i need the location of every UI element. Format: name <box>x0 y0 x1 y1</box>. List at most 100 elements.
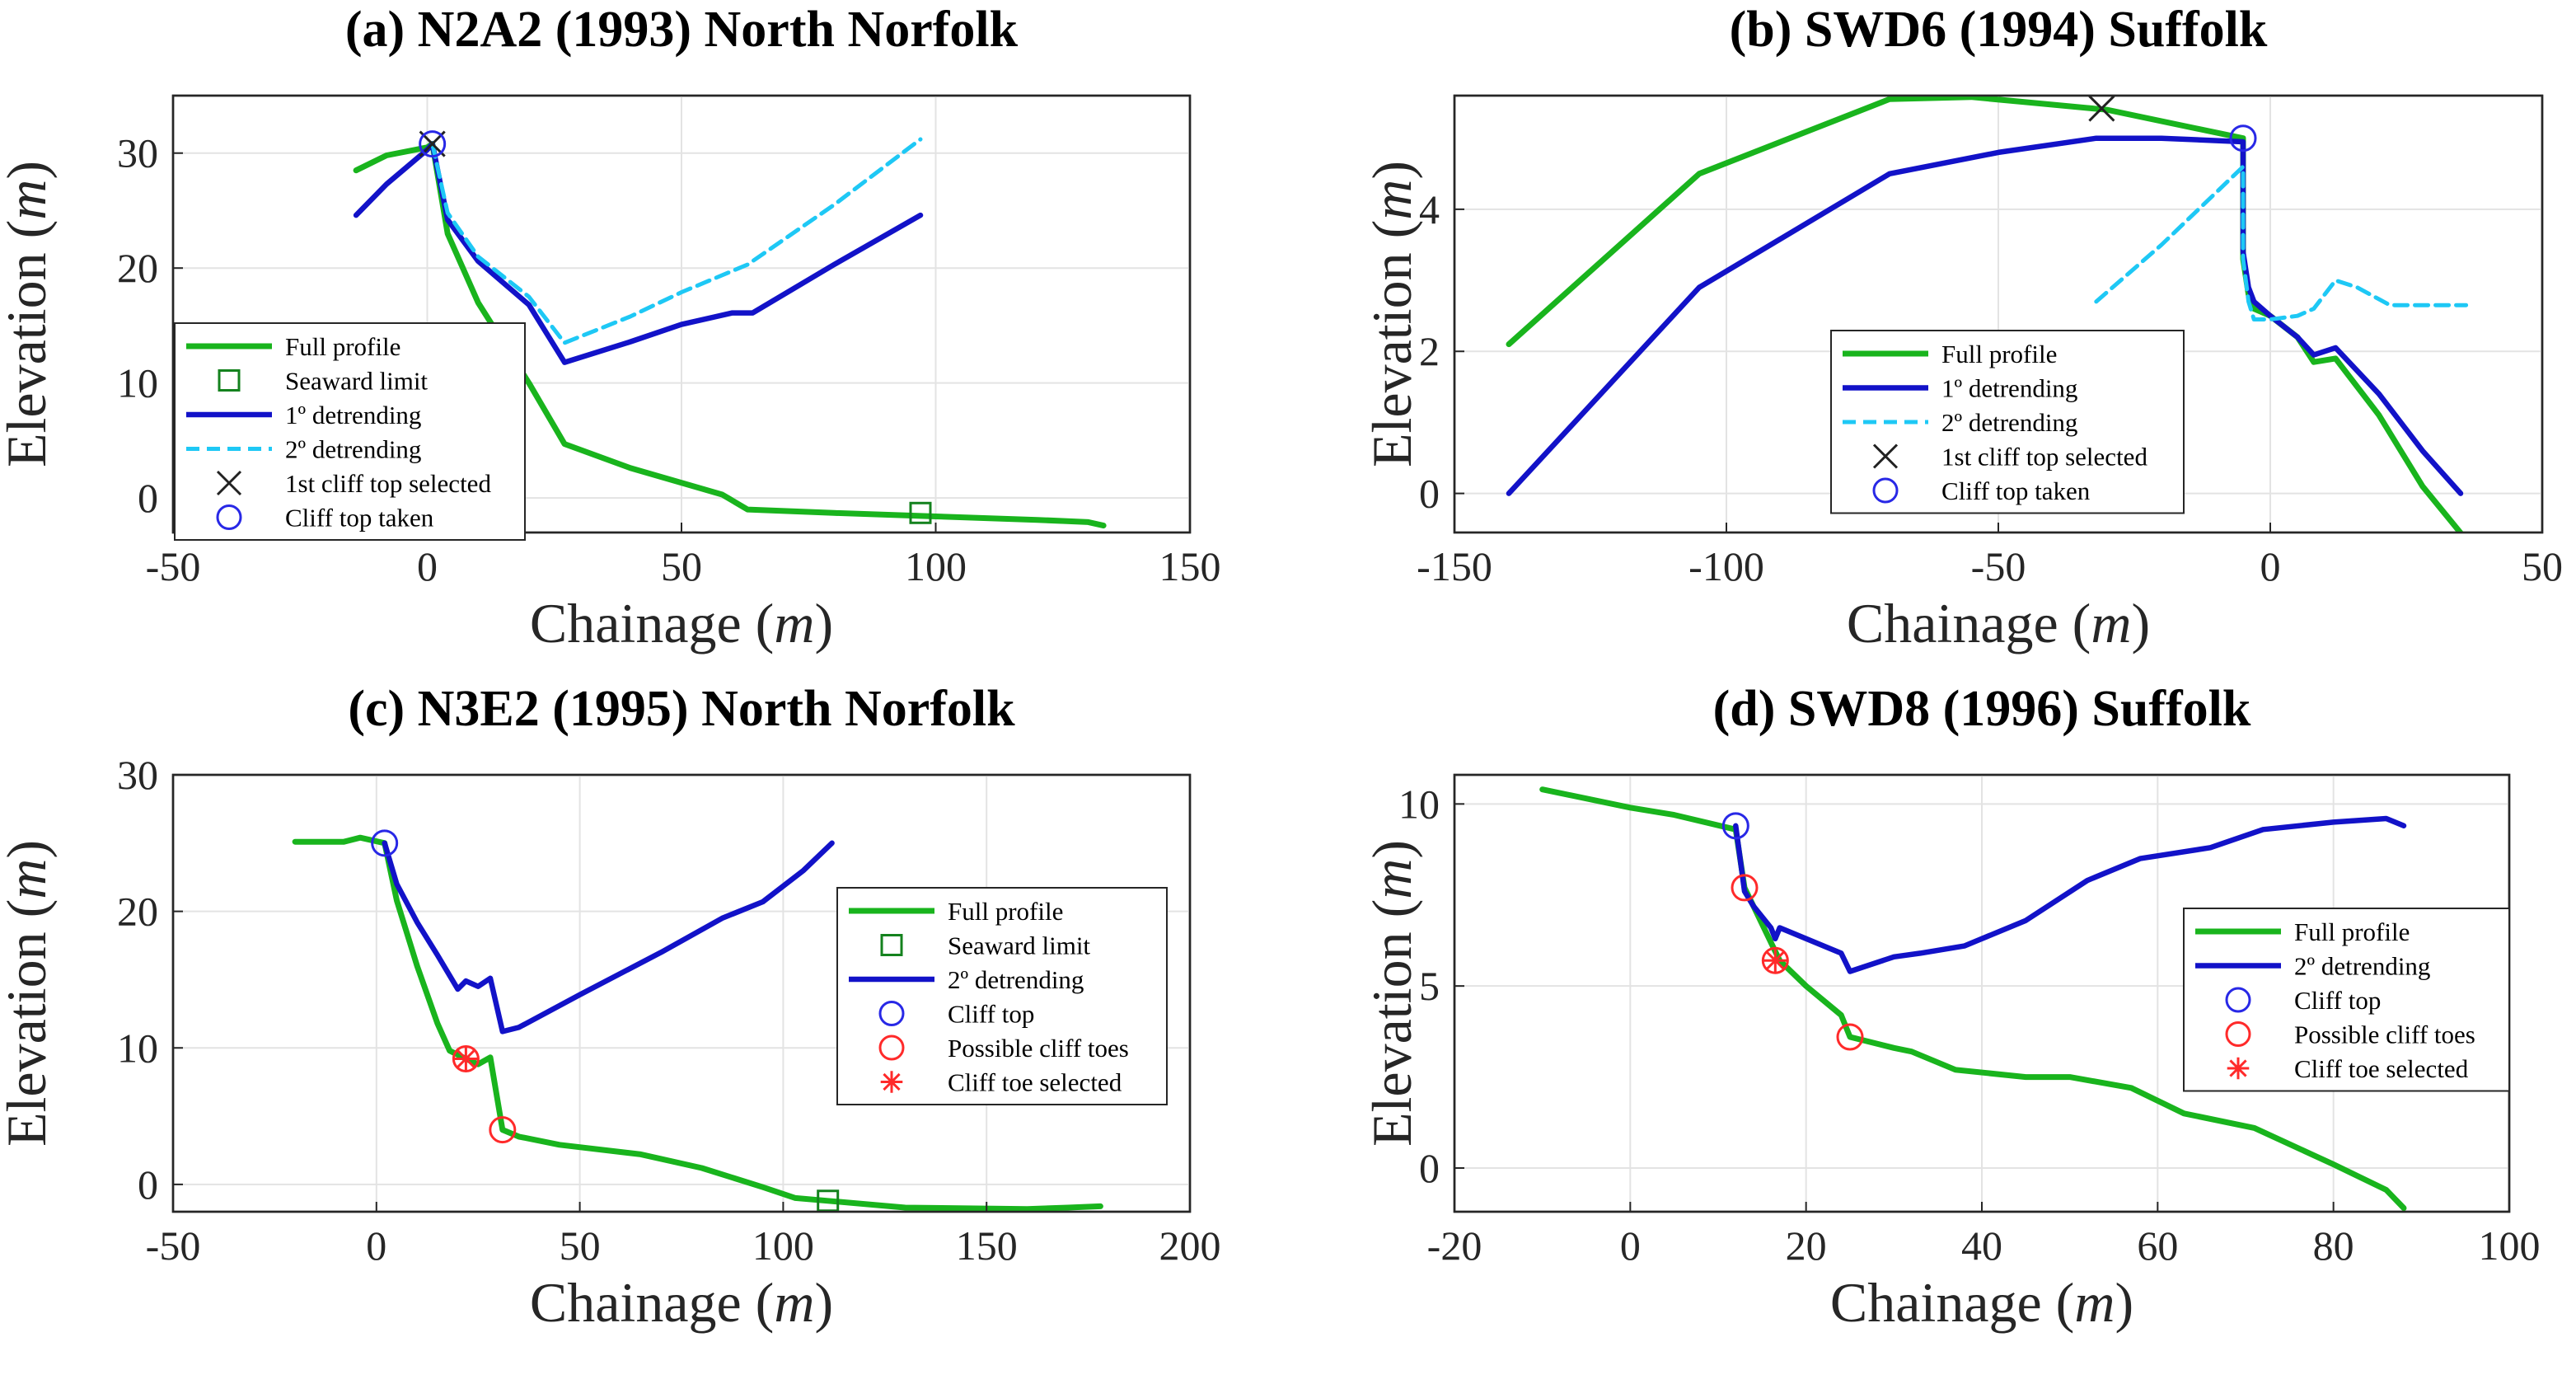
x-tick-label: 40 <box>1961 1222 2002 1269</box>
y-tick-label: 0 <box>1419 471 1440 517</box>
x-tick-label: -150 <box>1417 543 1492 589</box>
x-tick-label: 50 <box>661 543 702 589</box>
y-tick-label: 10 <box>1398 781 1440 827</box>
legend-entry: Full profile <box>849 897 1063 926</box>
legend-swatch-circle <box>2225 987 2251 1013</box>
legend: Full profile 2º detrending Cliff top Possib… <box>2183 908 2510 1092</box>
legend-entry: Cliff toe selected <box>880 1068 1122 1097</box>
legend-entry: 1º detrending <box>1843 374 2077 403</box>
legend-label: Cliff toe selected <box>948 1068 1122 1097</box>
legend-entry: Possible cliff toes <box>2225 1020 2475 1049</box>
legend-label: Possible cliff toes <box>948 1034 1129 1063</box>
y-axis-label: Elevation (m) <box>0 161 58 467</box>
chart-title: (d) SWD8 (1996) Suffolk <box>1713 681 2251 737</box>
series-line-2-detrending <box>382 840 835 1034</box>
marker-possible-cliff-toes <box>1836 1023 1864 1051</box>
y-tick-label: 4 <box>1419 186 1440 232</box>
y-tick-label: 30 <box>117 130 158 176</box>
legend-label: Cliff top <box>948 1000 1034 1029</box>
x-tick-label: 100 <box>752 1222 814 1269</box>
legend-entry: 1st cliff top selected <box>216 469 491 498</box>
legend-label: Full profile <box>285 332 400 361</box>
x-axis-label: Chainage (m) <box>530 592 833 654</box>
x-tick-label: 100 <box>2479 1222 2541 1269</box>
y-axis-label-unit: m <box>1361 859 1423 899</box>
legend-entry: Possible cliff toes <box>878 1034 1129 1063</box>
marker-1st-cliff-top-selected <box>2088 96 2115 122</box>
y-axis-label: Elevation (m) <box>1361 840 1423 1147</box>
panel-2: -150 -100 -50 0 50 0 2 4 (b) SWD6 (1994) Suffolk… <box>1361 2 2563 654</box>
x-tick-label: 100 <box>905 543 967 589</box>
x-tick-label: -50 <box>1971 543 2026 589</box>
y-tick-label: 20 <box>117 889 158 935</box>
marker-possible-cliff-toes <box>489 1116 517 1144</box>
x-axis-label-close: ) <box>814 1271 833 1334</box>
marker-possible-cliff-toes <box>1761 946 1789 974</box>
legend-entry: Full profile <box>186 332 400 361</box>
marker-cliff-top-taken <box>2229 124 2257 152</box>
x-axis-label-close: ) <box>814 592 833 654</box>
x-axis-label-unit: m <box>774 592 814 654</box>
x-tick-label: 80 <box>2313 1222 2354 1269</box>
y-tick-label: 10 <box>117 360 158 406</box>
legend-label: 1st cliff top selected <box>285 469 491 498</box>
y-axis-label-unit: m <box>1361 180 1423 220</box>
legend-label: 2º detrending <box>285 435 421 464</box>
legend-label: Full profile <box>948 897 1063 926</box>
legend-entry: 1º detrending <box>186 401 421 429</box>
panel-4: -20 0 20 40 60 80 100 0 5 10 (d) SWD8 (1996) Suffo… <box>1361 681 2541 1334</box>
legend-label: Cliff top <box>2294 986 2381 1015</box>
legend-label: 1st cliff top selected <box>1941 443 2147 471</box>
chart-title: (c) N3E2 (1995) North Norfolk <box>348 681 1015 737</box>
legend-entry: 2º detrending <box>849 965 1084 994</box>
legend-label: 2º detrending <box>2294 952 2430 981</box>
x-axis-label-close: ) <box>2131 592 2150 654</box>
marker-possible-cliff-toes <box>452 1045 480 1072</box>
legend-label: 2º detrending <box>948 965 1084 994</box>
y-axis-label-close: ) <box>0 161 58 180</box>
y-axis-label-close: ) <box>0 840 58 859</box>
marker-cliff-toe-selected <box>1763 949 1787 973</box>
legend-label: 1º detrending <box>285 401 421 429</box>
panel-3: -50 0 50 100 150 200 0 10 20 30 (c) N3E2 (1995) No… <box>0 681 1221 1334</box>
y-axis-label-name: Elevation ( <box>0 899 58 1147</box>
data-layer <box>1506 96 2469 532</box>
y-tick-label: 5 <box>1419 963 1440 1009</box>
x-tick-label: 20 <box>1786 1222 1827 1269</box>
x-tick-label: 0 <box>366 1222 386 1269</box>
x-tick-label: 50 <box>2522 543 2563 589</box>
x-tick-label: 200 <box>1159 1222 1221 1269</box>
y-tick-label: 20 <box>117 245 158 291</box>
panel-1: -50 0 50 100 150 0 10 20 30 (a) N2A2 (1993) North… <box>0 2 1221 654</box>
y-tick-label: 0 <box>138 1161 158 1208</box>
legend-box <box>174 322 526 541</box>
legend-swatch-square <box>880 934 903 956</box>
y-axis-label-unit: m <box>0 859 58 899</box>
legend-entry: Seaward limit <box>880 931 1090 960</box>
marker-cliff-top <box>1721 812 1749 840</box>
legend-entry: Seaward limit <box>218 367 428 396</box>
x-tick-label: 0 <box>417 543 438 589</box>
y-tick-label: 2 <box>1419 328 1440 374</box>
chart-title: (a) N2A2 (1993) North Norfolk <box>345 2 1019 58</box>
data-layer <box>1539 786 2407 1212</box>
x-tick-label: 50 <box>560 1222 601 1269</box>
legend-swatch-circle <box>216 504 242 530</box>
x-axis-label: Chainage (m) <box>530 1271 833 1334</box>
y-axis-label-name: Elevation ( <box>0 220 58 467</box>
legend-entry: 1st cliff top selected <box>1872 443 2147 471</box>
legend-swatch-square <box>218 369 241 392</box>
series-line-2-detrending <box>2094 164 2469 321</box>
legend-label: Cliff top taken <box>1941 476 2091 505</box>
legend-swatch-circle <box>2225 1021 2251 1047</box>
series-line-1-detrending <box>353 141 924 365</box>
x-axis-label-unit: m <box>2074 1271 2115 1334</box>
x-tick-label: 150 <box>1159 543 1221 589</box>
y-tick-label: 30 <box>117 752 158 798</box>
y-axis-label-close: ) <box>1361 161 1423 180</box>
y-axis-label: Elevation (m) <box>1361 161 1423 467</box>
x-axis-label-name: Chainage ( <box>530 592 774 654</box>
legend: Full profile Seaward limit 2º detrending Cl… <box>836 887 1168 1105</box>
x-axis-label-name: Chainage ( <box>530 1271 774 1334</box>
series-line-full-profile <box>292 834 1103 1212</box>
